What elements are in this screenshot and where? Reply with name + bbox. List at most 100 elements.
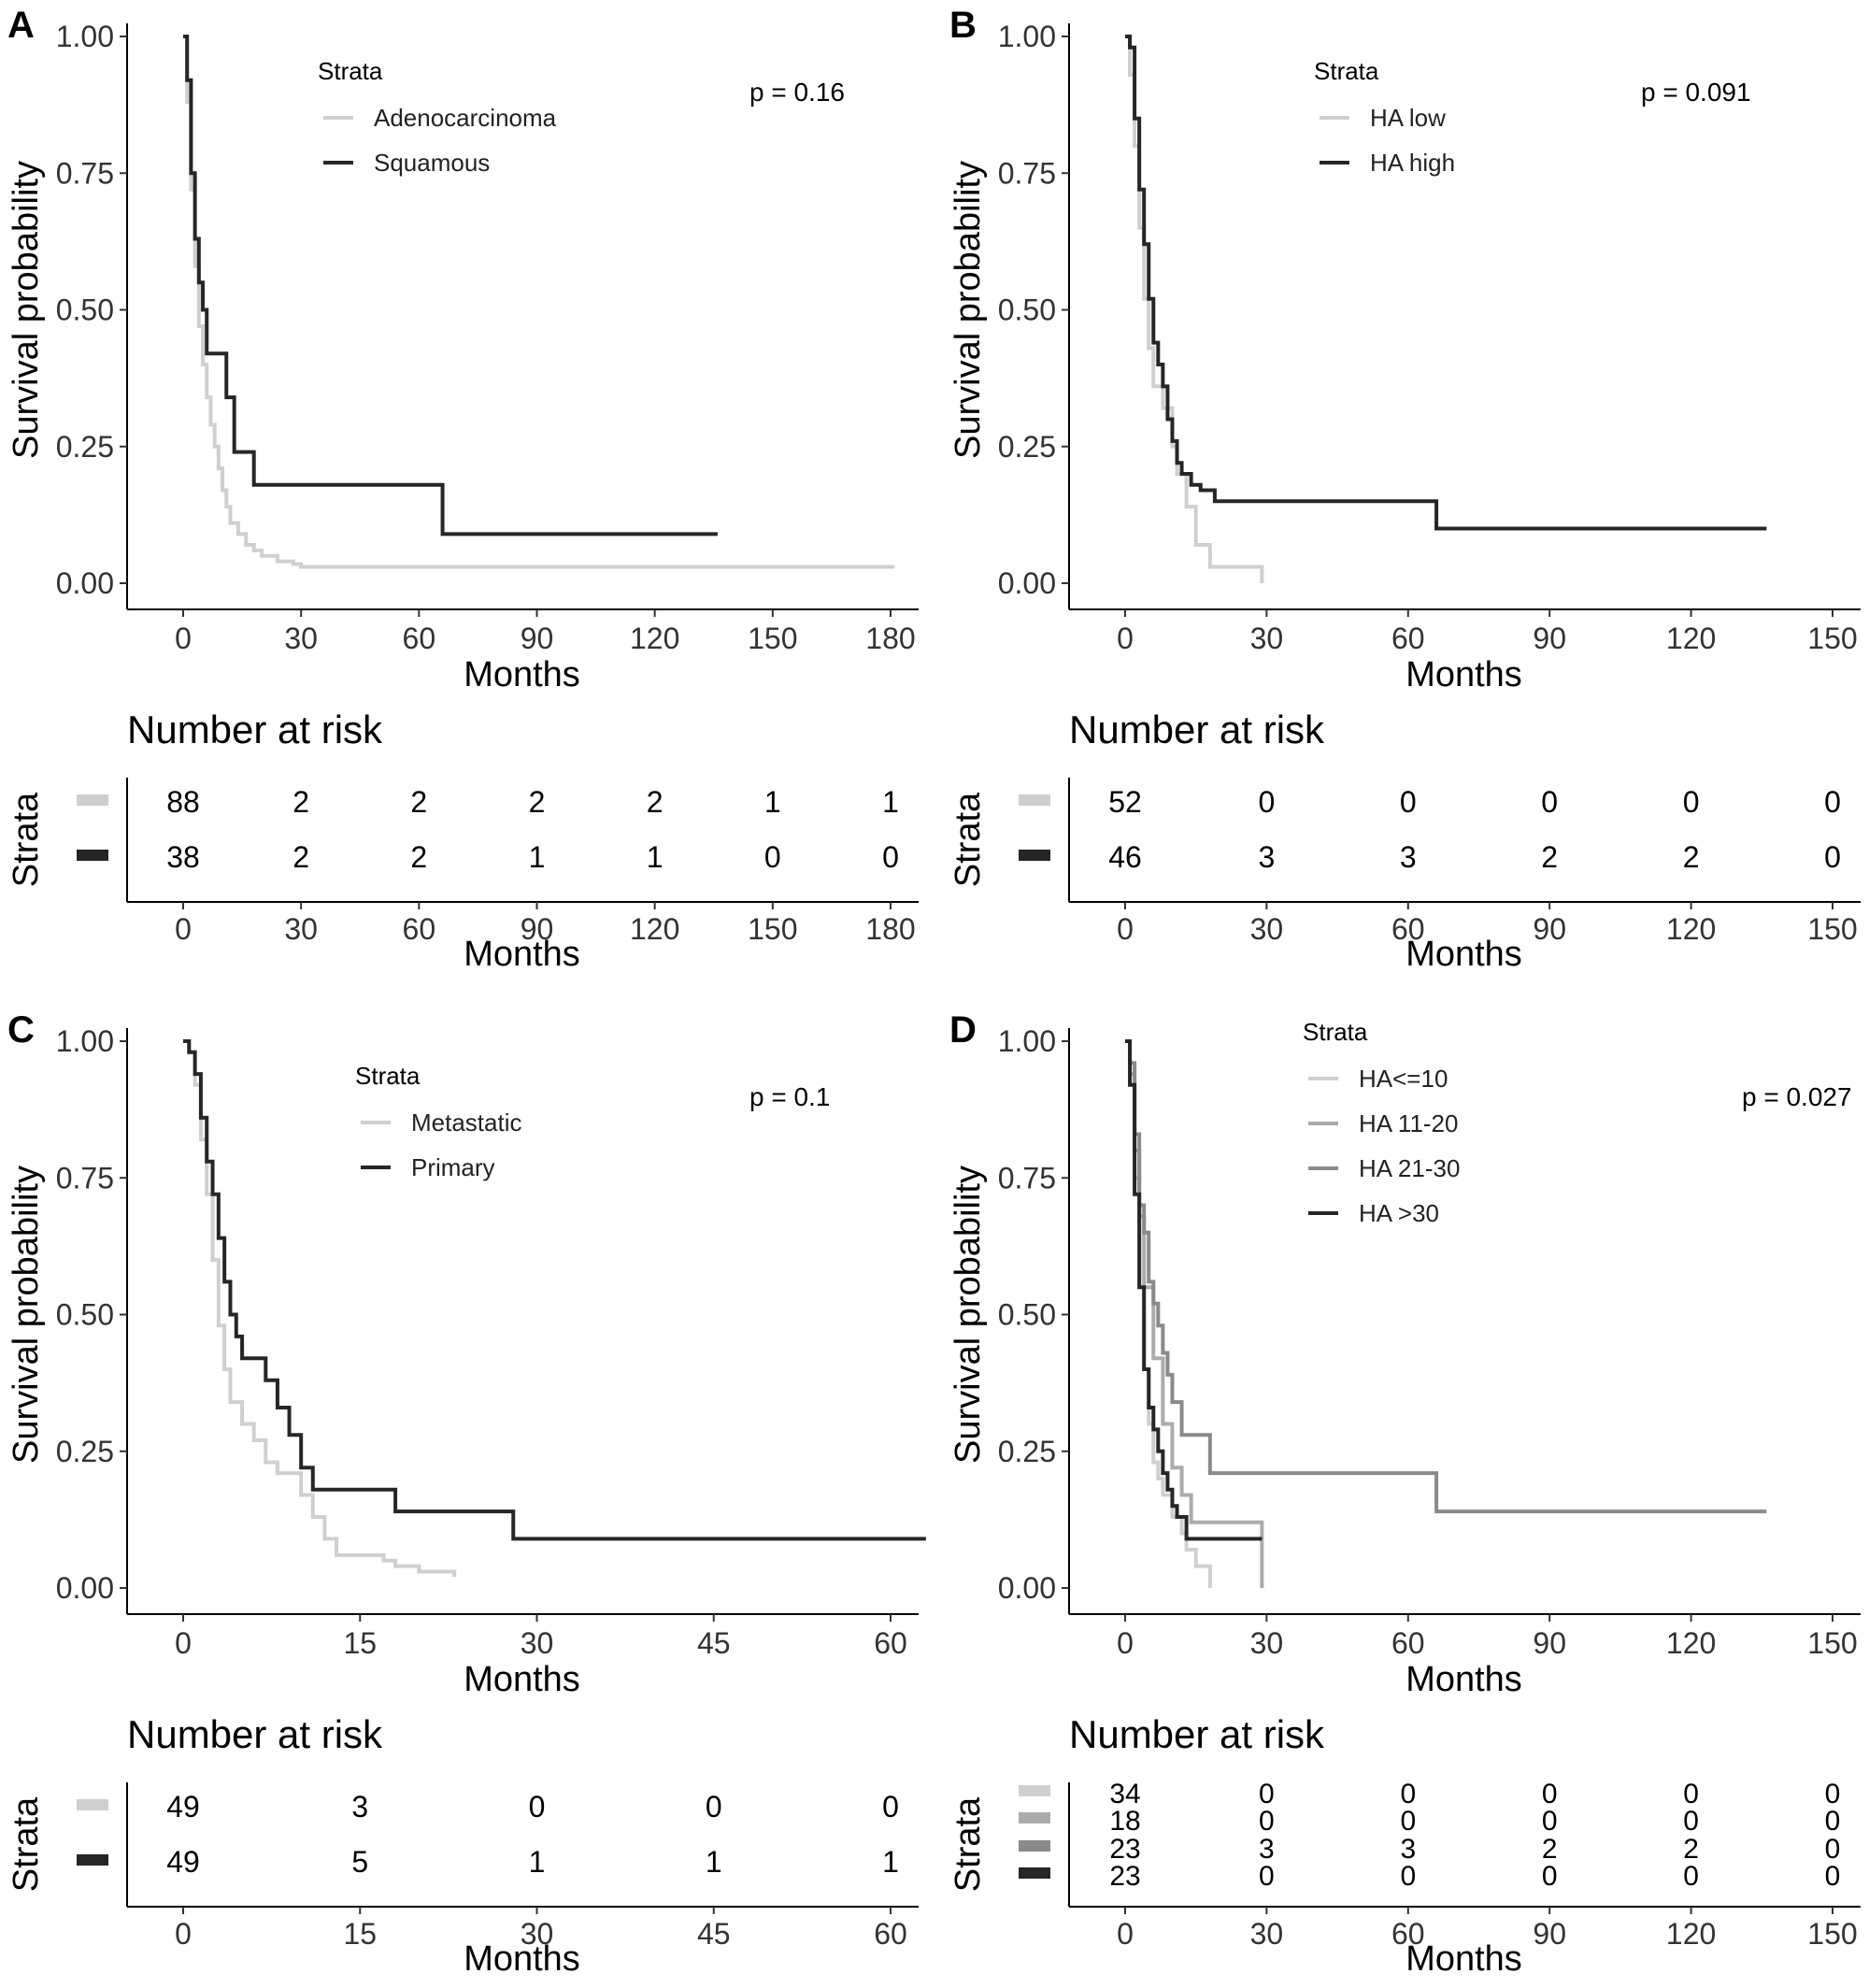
risk-table-title: Number at risk	[127, 708, 383, 751]
x-tick-label: 120	[1666, 622, 1716, 655]
p-value: p = 0.027	[1742, 1082, 1852, 1111]
risk-count: 2	[1542, 1834, 1558, 1865]
panels-root: A 0.00 0.25 0.50 0.75 1.00 Survival probabilit…	[7, 5, 1861, 1979]
risk-y-axis-title: Strata	[7, 1796, 46, 1892]
y-tick-label: 0.75	[56, 156, 114, 190]
y-tick-label: 0.25	[998, 1435, 1056, 1468]
risk-x-tick-label: 60	[1391, 912, 1425, 946]
y-tick-label: 0.00	[56, 1571, 114, 1605]
risk-x-tick-label: 90	[1533, 912, 1566, 946]
risk-count: 0	[1400, 785, 1417, 819]
risk-x-tick-label: 150	[1807, 1917, 1857, 1951]
y-tick-label: 0.50	[56, 1298, 114, 1332]
risk-count: 0	[1825, 1806, 1841, 1837]
risk-row-swatch	[1019, 850, 1050, 861]
x-tick-label: 30	[284, 622, 318, 655]
x-tick-label: 90	[521, 622, 554, 655]
legend-label: HA high	[1370, 149, 1455, 177]
risk-x-tick-label: 30	[1250, 912, 1284, 946]
y-tick-label: 0.00	[998, 1571, 1056, 1605]
panel-letter: C	[7, 1009, 35, 1051]
x-tick-label: 180	[865, 622, 915, 655]
risk-x-tick-label: 0	[1117, 1917, 1134, 1951]
risk-x-tick-label: 60	[403, 912, 436, 946]
risk-x-tick-label: 0	[175, 1917, 192, 1951]
risk-row-swatch	[77, 1799, 108, 1810]
risk-count: 1	[529, 840, 546, 874]
risk-row-swatch	[1019, 1840, 1050, 1852]
x-tick-label: 120	[1666, 1626, 1716, 1660]
risk-row-swatch	[1019, 794, 1050, 806]
y-tick-label: 0.00	[56, 566, 114, 600]
risk-count: 0	[1259, 1779, 1275, 1809]
risk-row-swatch	[1019, 1867, 1050, 1879]
risk-count: 3	[1259, 840, 1276, 874]
panel-c: C 0.00 0.25 0.50 0.75 1.00 Survival probabilit…	[7, 1009, 926, 1979]
x-axis-title: Months	[464, 1660, 580, 1699]
y-tick-label: 0.50	[56, 293, 114, 327]
x-tick-label: 90	[1533, 1626, 1566, 1660]
risk-count: 0	[1259, 1806, 1275, 1837]
risk-count: 0	[1259, 1861, 1275, 1892]
legend-label: HA 11-20	[1359, 1109, 1458, 1137]
y-tick-label: 1.00	[998, 20, 1056, 53]
y-tick-label: 0.75	[998, 156, 1056, 190]
x-tick-label: 120	[630, 622, 679, 655]
panel-b: B 0.00 0.25 0.50 0.75 1.00 Survival probabilit…	[949, 5, 1861, 974]
legend-label: HA >30	[1359, 1199, 1439, 1227]
risk-x-axis-title: Months	[1405, 935, 1522, 974]
risk-x-axis-title: Months	[1405, 1939, 1522, 1979]
survival-curve-2	[183, 35, 718, 536]
x-tick-label: 0	[175, 1626, 192, 1660]
risk-count: 46	[1108, 840, 1142, 874]
x-tick-label: 45	[697, 1626, 731, 1660]
risk-count: 34	[1109, 1779, 1140, 1809]
risk-count: 2	[292, 840, 309, 874]
x-tick-label: 60	[1391, 1626, 1425, 1660]
x-axis-title: Months	[464, 655, 580, 694]
y-tick-label: 0.75	[56, 1161, 114, 1194]
survival-curve-4	[1125, 1039, 1263, 1541]
risk-count: 2	[410, 840, 427, 874]
x-tick-label: 150	[1807, 622, 1857, 655]
risk-count: 1	[647, 840, 663, 874]
risk-count: 0	[1825, 1834, 1841, 1865]
risk-count: 2	[1541, 840, 1558, 874]
risk-x-tick-label: 30	[1250, 1917, 1284, 1951]
y-tick-label: 0.00	[998, 566, 1056, 600]
risk-y-axis-title: Strata	[949, 792, 988, 887]
x-tick-label: 150	[748, 622, 797, 655]
legend-label: Metastatic	[411, 1108, 522, 1137]
risk-y-axis-title: Strata	[7, 792, 46, 887]
risk-count: 0	[764, 840, 781, 874]
risk-count: 2	[410, 785, 427, 819]
legend-title: Strata	[1303, 1018, 1368, 1046]
legend-label: HA<=10	[1359, 1065, 1448, 1093]
legend-title: Strata	[1314, 57, 1379, 85]
risk-row-swatch	[1019, 1812, 1050, 1824]
y-axis-title: Survival probability	[949, 161, 988, 459]
risk-table-title: Number at risk	[1069, 1712, 1325, 1756]
x-tick-label: 30	[1250, 1626, 1284, 1660]
risk-count: 88	[166, 785, 200, 819]
risk-row-swatch	[77, 1854, 108, 1866]
panel-a: A 0.00 0.25 0.50 0.75 1.00 Survival probabilit…	[7, 5, 919, 974]
x-axis-title: Months	[1405, 1660, 1522, 1699]
survival-curve-2	[1125, 35, 1767, 531]
risk-count: 1	[706, 1845, 722, 1879]
legend-label: Primary	[411, 1153, 495, 1181]
y-tick-label: 1.00	[56, 1024, 114, 1058]
x-tick-label: 0	[175, 622, 192, 655]
risk-table-title: Number at risk	[127, 1712, 383, 1756]
panel-d: D 0.00 0.25 0.50 0.75 1.00 Survival probabilit…	[949, 1009, 1861, 1979]
y-axis-title: Survival probability	[949, 1166, 988, 1464]
risk-count: 0	[1400, 1806, 1416, 1837]
panel-letter: A	[7, 5, 35, 46]
risk-x-tick-label: 30	[521, 1917, 554, 1951]
survival-curve-1	[183, 1039, 457, 1578]
risk-count: 2	[647, 785, 663, 819]
risk-x-tick-label: 15	[343, 1917, 377, 1951]
y-tick-label: 1.00	[56, 20, 114, 53]
